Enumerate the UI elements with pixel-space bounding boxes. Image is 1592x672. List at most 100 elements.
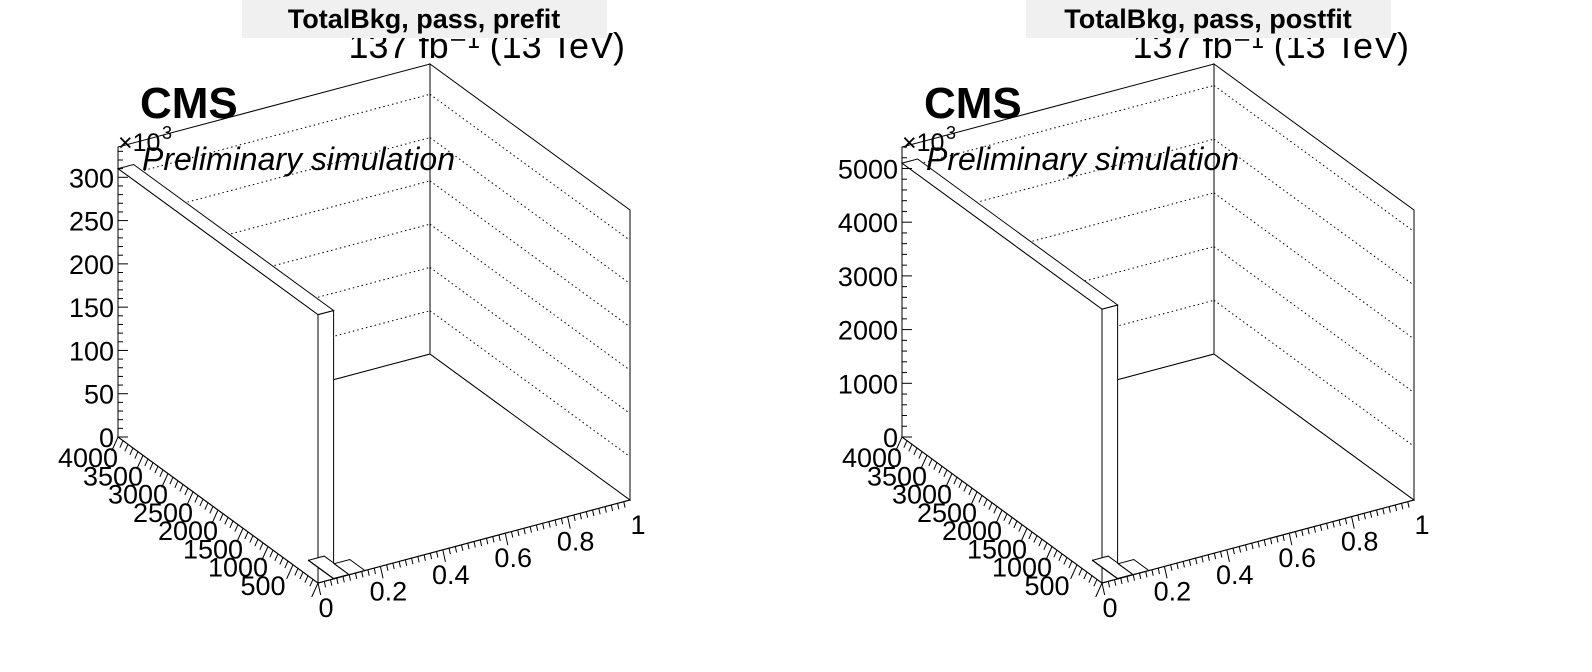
x-tick: [1201, 556, 1204, 563]
x-tick-label: 1: [630, 510, 645, 540]
x-tick: [1195, 557, 1198, 565]
x-tick: [379, 566, 384, 579]
x-tick: [610, 504, 614, 512]
x-tick: [1126, 576, 1129, 583]
y-tick: [1053, 549, 1058, 558]
y-tick: [261, 546, 269, 561]
y-tick-label: 1500: [183, 534, 243, 564]
z-tick-label: 5000: [838, 154, 898, 184]
y-tick: [978, 495, 983, 503]
x-tick: [523, 528, 526, 535]
x-tick: [454, 546, 458, 553]
grid-line: [1213, 138, 1415, 286]
z-tick-label: 250: [69, 207, 114, 237]
x-tick: [617, 503, 620, 510]
chart-title: TotalBkg, pass, prefit: [288, 4, 561, 34]
y-tick: [920, 455, 928, 470]
x-tick-label: 1: [1414, 510, 1429, 540]
y-tick: [111, 436, 119, 452]
grid-line: [1213, 299, 1415, 447]
x-tick: [1220, 551, 1223, 558]
x-tick: [404, 559, 408, 566]
x-tick: [367, 569, 370, 576]
y-tick-label: 1500: [967, 534, 1027, 564]
x-tick: [573, 514, 576, 522]
x-tick: [529, 526, 532, 533]
y-tick: [1083, 571, 1088, 580]
y-tick: [269, 549, 274, 558]
right-wall: [429, 63, 631, 501]
y-tick-label: 500: [1024, 571, 1069, 601]
x-tick: [604, 506, 607, 513]
x-tick: [429, 553, 433, 560]
bar-top-face: [900, 158, 1119, 310]
z-multiplier: ×10: [118, 129, 160, 157]
y-tick-label: 4000: [58, 443, 118, 473]
cms-label: CMS: [924, 79, 1022, 128]
y-tick: [1063, 557, 1068, 565]
grid-line: [429, 310, 631, 458]
y-tick: [970, 491, 978, 506]
z-tick-label: 200: [69, 250, 114, 280]
x-tick: [467, 543, 470, 550]
x-tick: [329, 579, 333, 586]
y-tick-label: 500: [240, 571, 285, 601]
y-tick: [993, 506, 998, 514]
x-tick: [1170, 564, 1173, 571]
grid-line: [429, 180, 631, 328]
x-tick: [461, 544, 464, 551]
x-tick: [342, 576, 345, 583]
x-tick: [411, 557, 414, 565]
grid-line: [1213, 192, 1415, 340]
y-tick: [161, 473, 169, 488]
chart-title: TotalBkg, pass, postfit: [1064, 4, 1352, 34]
preliminary-label: Preliminary simulation: [142, 141, 455, 177]
y-tick: [124, 444, 129, 452]
x-tick: [1238, 546, 1242, 553]
y-tick: [1058, 553, 1063, 562]
x-tick: [554, 519, 557, 527]
x-tick: [1157, 567, 1160, 575]
x-tick: [1101, 582, 1106, 596]
y-tick: [279, 557, 284, 565]
x-tick: [1182, 561, 1185, 568]
title-box: [242, 0, 607, 38]
x-tick: [386, 564, 389, 571]
y-tick: [913, 447, 918, 456]
x-tick: [336, 577, 339, 585]
x-tick: [1326, 523, 1329, 530]
x-tick: [436, 551, 439, 558]
x-tick: [592, 509, 595, 517]
z-tick-label: 0: [883, 423, 898, 453]
x-tick-label: 0: [318, 593, 333, 623]
x-tick-label: 0.8: [1341, 527, 1379, 557]
y-tick: [1068, 560, 1073, 569]
y-tick: [149, 462, 154, 470]
x-tick: [442, 549, 446, 562]
y-tick: [1095, 582, 1103, 598]
x-tick-label: 0.2: [1154, 576, 1192, 606]
y-tick-label: 2000: [942, 516, 1002, 546]
title-box: [1026, 0, 1391, 38]
y-tick-label: 3500: [83, 461, 143, 491]
x-tick: [1294, 531, 1298, 538]
x-tick: [348, 574, 352, 581]
x-tick: [1369, 511, 1373, 518]
grid-line: [429, 267, 631, 414]
z-tick-label: 2000: [838, 316, 898, 346]
z-multiplier-exponent: 3: [162, 123, 172, 143]
x-tick-label: 0.2: [370, 576, 408, 606]
x-tick: [510, 531, 514, 538]
y-tick: [179, 484, 184, 492]
x-tick: [492, 536, 495, 543]
y-tick: [234, 524, 239, 532]
x-tick: [1232, 548, 1235, 555]
y-tick: [144, 458, 149, 467]
grid-line: [1213, 85, 1415, 232]
z-tick-label: 4000: [838, 208, 898, 238]
y-tick: [1093, 579, 1098, 587]
y-tick: [249, 535, 254, 543]
y-tick: [219, 513, 224, 521]
y-tick: [254, 538, 259, 547]
